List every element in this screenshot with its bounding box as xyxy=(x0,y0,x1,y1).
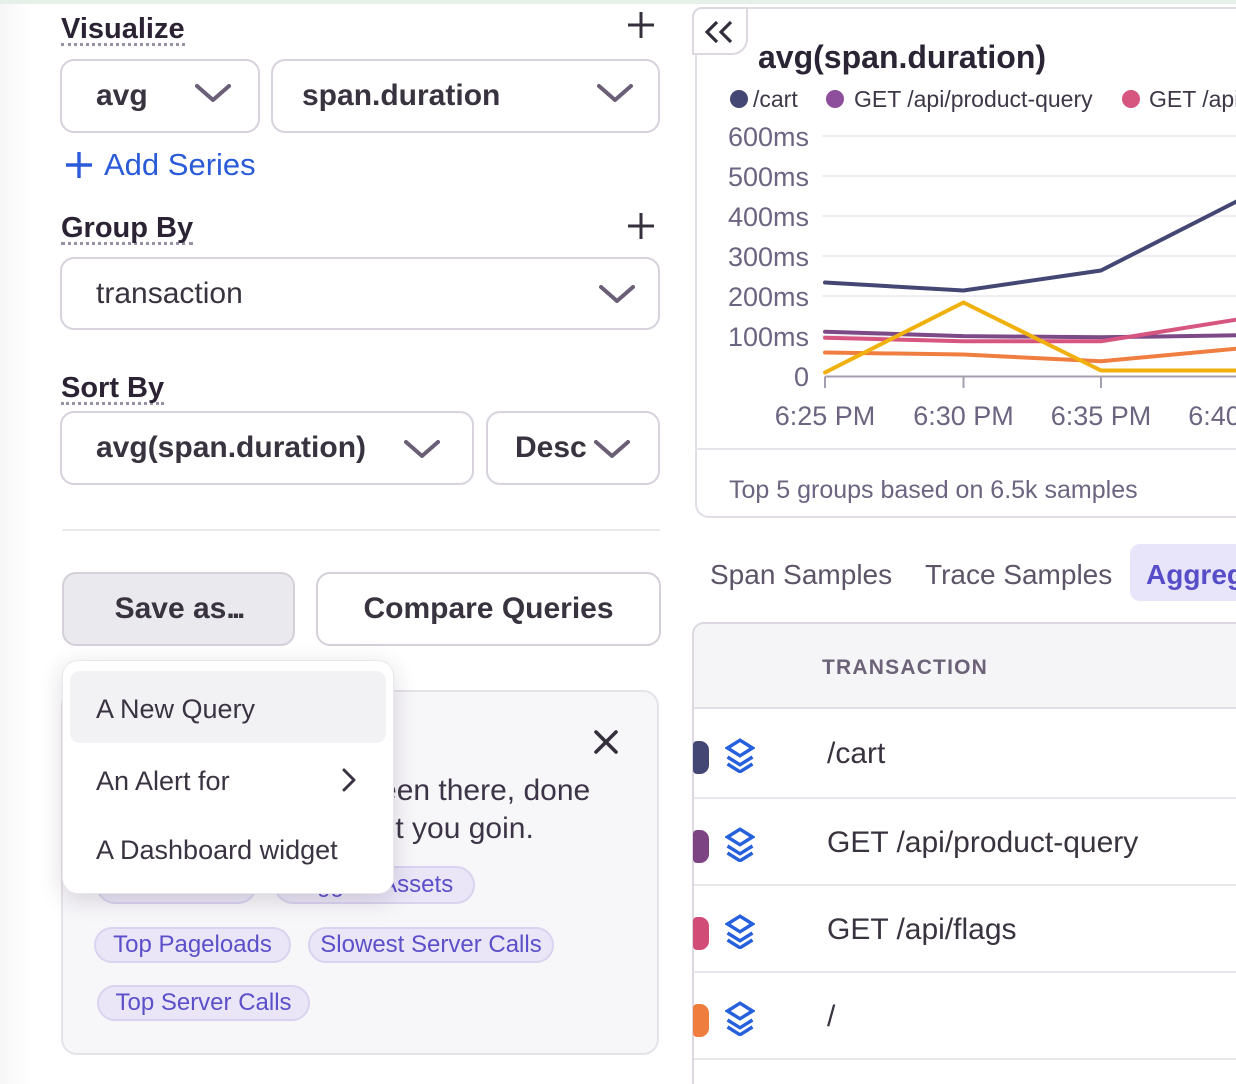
svg-text:600ms: 600ms xyxy=(728,122,809,152)
svg-text:0: 0 xyxy=(794,362,809,392)
svg-text:300ms: 300ms xyxy=(728,242,809,272)
svg-text:400ms: 400ms xyxy=(728,202,809,232)
svg-text:6:35 PM: 6:35 PM xyxy=(1051,401,1152,431)
svg-text:6:25 PM: 6:25 PM xyxy=(775,401,876,431)
svg-text:200ms: 200ms xyxy=(728,282,809,312)
svg-text:6:40 PM: 6:40 PM xyxy=(1188,401,1236,431)
svg-text:100ms: 100ms xyxy=(728,322,809,352)
svg-text:6:30 PM: 6:30 PM xyxy=(913,401,1014,431)
svg-text:500ms: 500ms xyxy=(728,162,809,192)
